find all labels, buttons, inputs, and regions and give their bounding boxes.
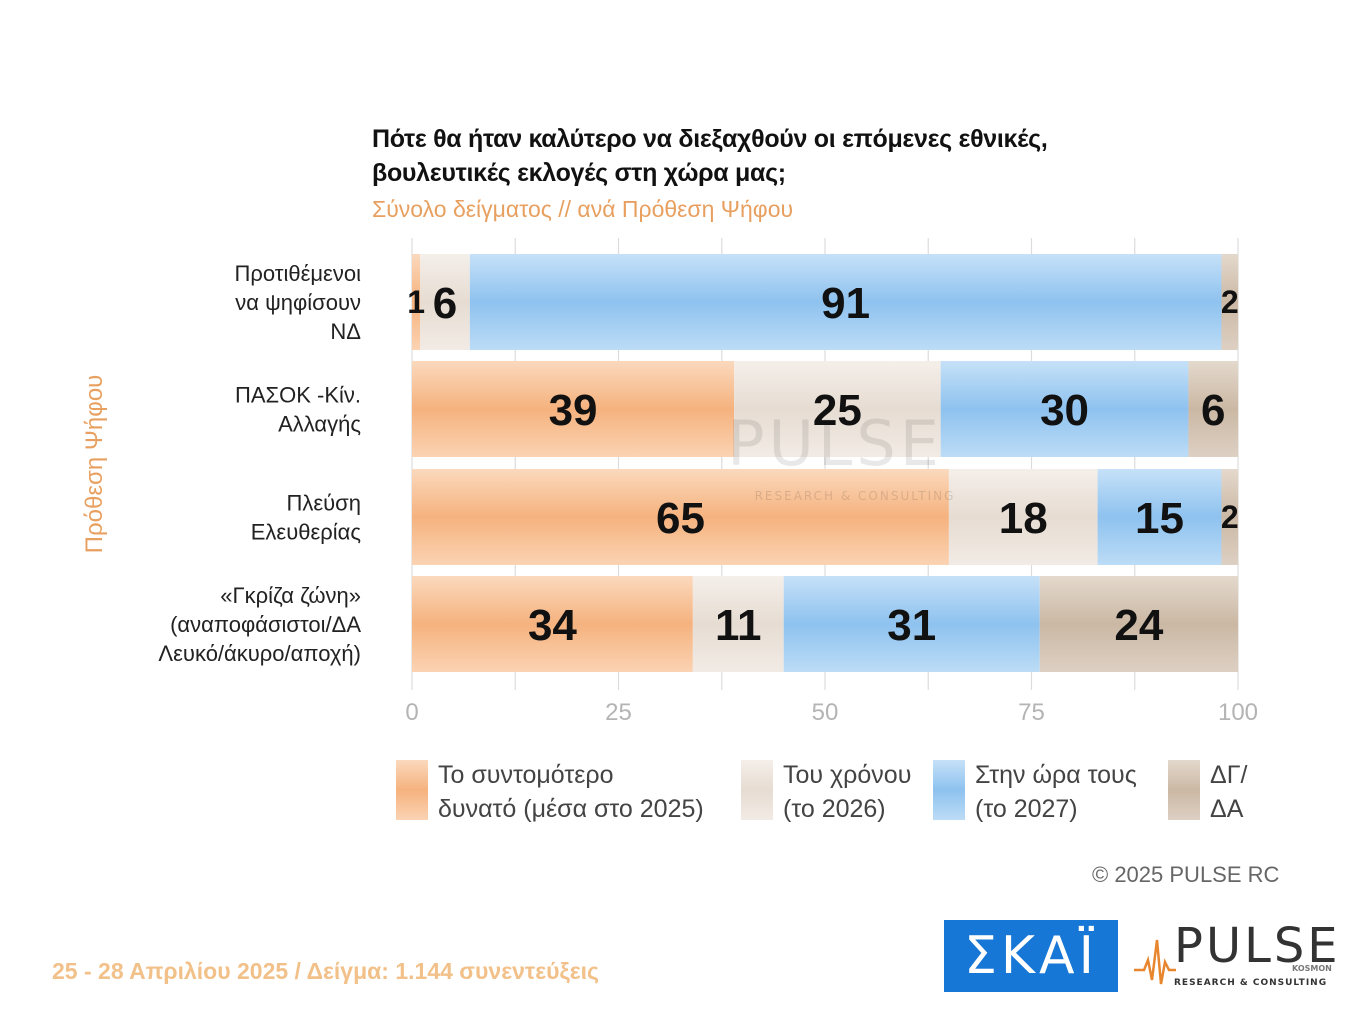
- data-label: 6: [1201, 386, 1225, 435]
- data-label: 2: [1221, 499, 1239, 535]
- bar-segment: [412, 254, 421, 350]
- x-tick-label: 25: [605, 699, 632, 726]
- y-axis-title: Πρόθεση Ψήφου: [81, 375, 108, 554]
- data-label: 30: [1040, 386, 1089, 435]
- bar-segment: [420, 254, 470, 350]
- data-label: 18: [999, 494, 1048, 543]
- survey-footer: 25 - 28 Απριλίου 2025 / Δείγμα: 1.144 συ…: [52, 958, 600, 984]
- data-label: 39: [549, 386, 598, 435]
- category-label: ΠΑΣΟΚ -Κίν. Αλλαγής: [235, 383, 361, 437]
- legend-swatch: [741, 760, 773, 820]
- category-label: «Γκρίζα ζώνη» (αναποφάσιστοι/ΔΑ Λευκό/άκυρ…: [158, 583, 361, 666]
- copyright-notice: © 2025 PULSE RC: [1092, 862, 1280, 887]
- data-label: 2: [1221, 284, 1239, 320]
- data-label: 25: [813, 386, 862, 435]
- data-label: 65: [656, 494, 705, 543]
- x-tick-label: 50: [812, 699, 839, 726]
- bar-segment: [412, 361, 735, 457]
- pulse-logo: PULSE KOSMON RESEARCH & CONSULTING: [1132, 918, 1342, 998]
- bar-segment: [1221, 254, 1238, 350]
- data-label: 11: [715, 601, 762, 650]
- legend-label: Του χρόνου (το 2026): [783, 761, 911, 823]
- data-label: 24: [1114, 601, 1163, 650]
- bar-segment: [412, 576, 693, 672]
- category-label: Πλεύση Ελευθερίας: [251, 491, 361, 545]
- chart-title: Πότε θα ήταν καλύτερο να διεξαχθούν οι ε…: [372, 125, 1048, 187]
- data-label: 31: [887, 601, 936, 650]
- data-label: 15: [1135, 494, 1184, 543]
- data-label: 34: [528, 601, 577, 650]
- bar-segment: [940, 361, 1189, 457]
- x-tick-label: 75: [1018, 699, 1045, 726]
- bar-segment: [469, 254, 1222, 350]
- legend-label: Το συντομότερο δυνατό (μέσα στο 2025): [438, 761, 704, 823]
- pulse-heartbeat-icon: [1134, 939, 1176, 985]
- x-tick-label: 100: [1218, 699, 1258, 726]
- pulse-watermark: PULSE RESEARCH & CONSULTING: [727, 407, 956, 503]
- bar-segment: [1039, 576, 1238, 672]
- data-label: 1: [407, 284, 425, 320]
- bar-segment: [692, 576, 784, 672]
- pulse-logo-word: PULSE: [1174, 918, 1341, 974]
- category-label: Προτιθέμενοι να ψηφίσουν ΝΔ: [234, 261, 361, 344]
- bar-segment: [734, 361, 941, 457]
- data-label: 91: [821, 279, 870, 328]
- bar-segment: [1221, 469, 1238, 565]
- bar-segment: [1097, 469, 1222, 565]
- legend-swatch: [1168, 760, 1200, 820]
- watermark-word: PULSE: [727, 407, 943, 480]
- bar-segment: [412, 469, 949, 565]
- x-tick-label: 0: [405, 699, 418, 726]
- bar-segment: [783, 576, 1040, 672]
- pulse-logo-sub: KOSMON: [1292, 964, 1332, 973]
- legend-label: Στην ώρα τους (το 2027): [975, 761, 1137, 823]
- skai-logo: ΣΚΑΪ: [944, 920, 1118, 992]
- legend-swatch: [933, 760, 965, 820]
- legend-label: ΔΓ/ΔΑ: [1210, 761, 1247, 823]
- bar-segment: [948, 469, 1098, 565]
- data-label: 6: [433, 279, 457, 328]
- chart-subtitle: Σύνολο δείγματος // ανά Πρόθεση Ψήφου: [372, 196, 794, 222]
- bar-segment: [1188, 361, 1238, 457]
- pulse-logo-tagline: RESEARCH & CONSULTING: [1174, 978, 1328, 988]
- watermark-tagline: RESEARCH & CONSULTING: [755, 489, 956, 503]
- legend-swatch: [396, 760, 428, 820]
